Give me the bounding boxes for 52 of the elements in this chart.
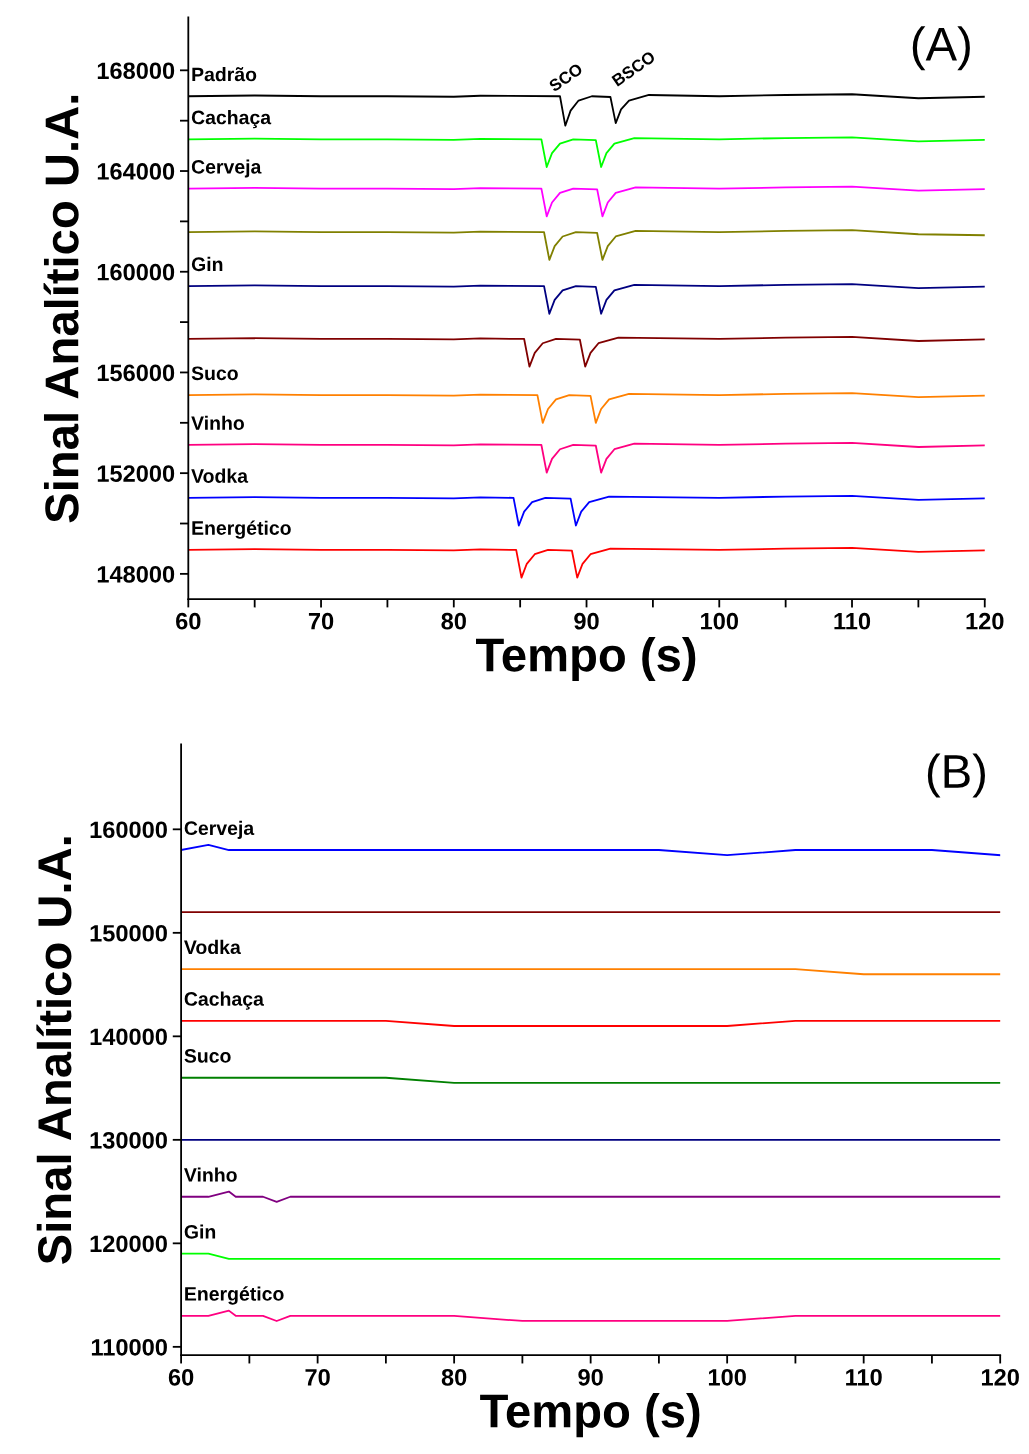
series-label: Cerveja (191, 159, 262, 178)
series-label: Vodka (191, 468, 249, 483)
annotation: (B) (927, 753, 985, 798)
series-label: Gin (184, 1224, 216, 1239)
y-axis-title: Sinal Analítico U.A. (36, 837, 72, 1264)
x-axis-title: Tempo (s) (476, 637, 696, 682)
series-label: Energético (192, 520, 291, 539)
x-tick-label: 90 (574, 612, 599, 630)
x-tick-label: 100 (701, 612, 738, 630)
y-tick-label: 156000 (97, 364, 175, 382)
y-tick-label: 110000 (91, 1338, 167, 1356)
x-tick-label: 60 (168, 1368, 194, 1386)
series-label: Vodka (184, 939, 241, 955)
x-tick-label: 60 (176, 612, 201, 630)
y-tick-label: 152000 (97, 465, 175, 482)
x-tick-label: 80 (441, 612, 466, 630)
series-label: Suco (184, 1049, 231, 1063)
annotation: (A) (912, 26, 970, 71)
x-axis-title: Tempo (s) (480, 1393, 700, 1438)
series-label: Vinho (184, 1167, 237, 1182)
x-tick-label: 80 (441, 1368, 467, 1386)
series-label: Energético (185, 1286, 284, 1305)
series-label: Gin (191, 256, 223, 272)
line-series (188, 185, 985, 218)
series-label: Cachaça (191, 110, 272, 129)
x-tick-label: 110 (834, 612, 871, 630)
line-series (188, 283, 985, 315)
series-label: Cachaça (184, 991, 264, 1010)
y-axis-title: Sinal Analítico U.A. (43, 95, 79, 523)
x-tick-label: 120 (966, 612, 1004, 630)
series-label: Padrão (192, 67, 257, 82)
series-label: Cerveja (184, 820, 255, 839)
series-label: Suco (191, 366, 238, 381)
y-tick-label: 120000 (90, 1235, 167, 1253)
x-tick-label: 110 (846, 1368, 882, 1386)
x-tick-label: 100 (708, 1368, 746, 1386)
y-tick-label: 130000 (90, 1131, 167, 1149)
series-label: Vinho (191, 415, 244, 431)
y-tick-label: 140000 (90, 1028, 167, 1046)
line-series (188, 547, 985, 579)
x-tick-label: 70 (305, 1368, 330, 1386)
x-tick-label: 120 (981, 1368, 1019, 1386)
annotation: SCO (548, 62, 584, 93)
y-tick-label: 150000 (90, 924, 167, 942)
x-tick-label: 90 (578, 1368, 603, 1386)
y-tick-label: 148000 (97, 565, 175, 583)
x-tick-label: 70 (308, 612, 334, 630)
y-tick-label: 160000 (90, 821, 167, 839)
line-series (188, 336, 985, 368)
y-tick-label: 168000 (97, 62, 175, 80)
y-tick-label: 164000 (97, 163, 175, 180)
y-tick-label: 160000 (97, 263, 175, 281)
